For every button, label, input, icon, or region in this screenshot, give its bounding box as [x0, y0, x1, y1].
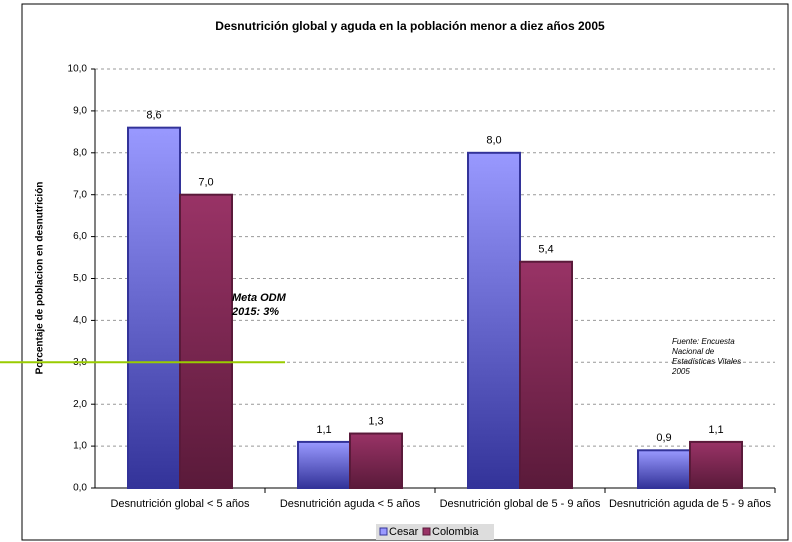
bar: [297, 440, 351, 490]
y-tick-label: 7,0: [73, 189, 87, 200]
legend-swatch: [379, 527, 388, 536]
value-label: 8,6: [146, 110, 161, 122]
x-tick-label: Desnutrición global < 5 años: [110, 498, 250, 510]
y-tick-label: 0,0: [73, 483, 87, 494]
x-tick-label: Desnutrición aguda de 5 - 9 años: [609, 498, 772, 510]
value-label: 1,1: [708, 424, 723, 436]
value-label: 8,0: [486, 135, 501, 147]
bar: [519, 260, 573, 489]
source-note: Nacional de: [672, 347, 715, 356]
y-tick-label: 10,0: [68, 64, 88, 75]
value-label: 0,9: [656, 432, 671, 444]
value-label: 1,1: [316, 424, 331, 436]
value-label: 5,4: [538, 244, 553, 256]
legend-label: Cesar: [389, 526, 419, 538]
y-tick-label: 9,0: [73, 106, 87, 117]
y-tick-label: 5,0: [73, 273, 87, 284]
y-tick-label: 8,0: [73, 147, 87, 158]
legend-frame: [376, 524, 494, 540]
bar: [349, 432, 403, 489]
y-tick-label: 4,0: [73, 315, 87, 326]
target-annotation: Meta ODM: [232, 292, 287, 304]
legend-label: Colombia: [432, 526, 479, 538]
bar: [179, 193, 233, 489]
bar: [127, 126, 181, 489]
bar: [467, 151, 521, 490]
x-tick-label: Desnutrición aguda < 5 años: [280, 498, 421, 510]
source-note: Estadísticas Vitales: [672, 357, 741, 366]
target-annotation: 2015: 3%: [231, 306, 279, 318]
x-tick-label: Desnutrición global de 5 - 9 años: [440, 498, 601, 510]
y-tick-label: 6,0: [73, 231, 87, 242]
bar: [637, 449, 691, 490]
source-note: 2005: [671, 367, 690, 376]
y-tick-label: 1,0: [73, 441, 87, 452]
y-tick-label: 2,0: [73, 399, 87, 410]
chart-title: Desnutrición global y aguda en la poblac…: [215, 19, 605, 33]
value-label: 7,0: [198, 177, 213, 189]
value-label: 1,3: [368, 415, 383, 427]
bar: [689, 440, 743, 490]
legend-swatch: [422, 527, 431, 536]
source-note: Fuente: Encuesta: [672, 337, 735, 346]
y-axis-title: Porcentaje de poblacion en desnutrición: [35, 182, 46, 375]
